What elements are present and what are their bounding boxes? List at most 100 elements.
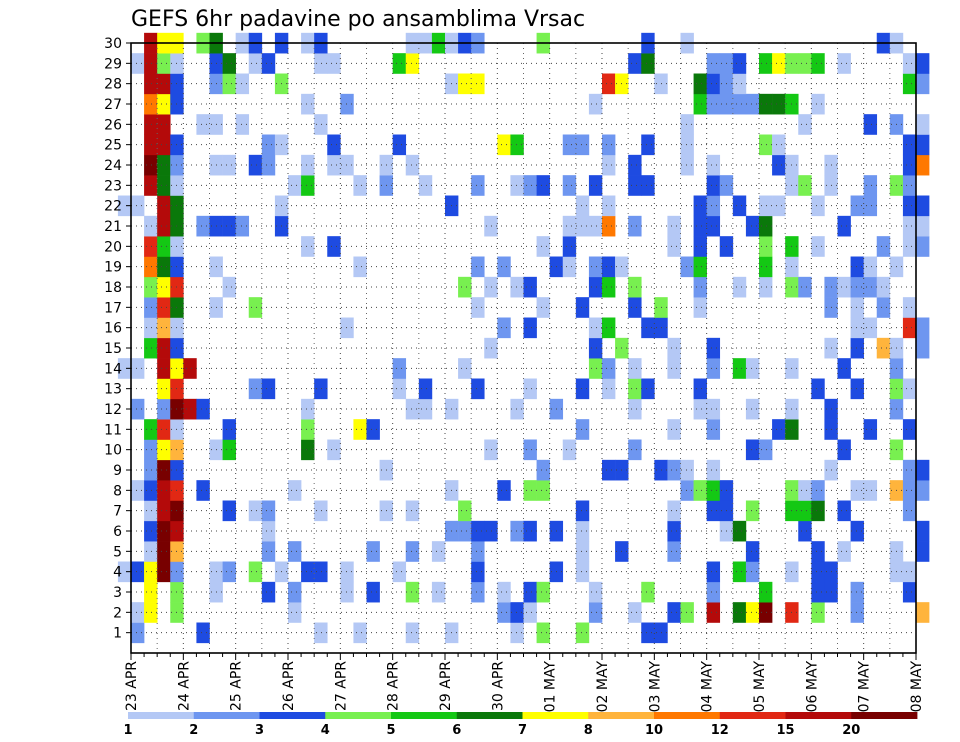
heatmap-cell bbox=[157, 480, 171, 501]
heatmap-cell bbox=[222, 276, 236, 298]
colorbar-label: 6 bbox=[452, 723, 461, 738]
heatmap-cell bbox=[144, 561, 158, 583]
heatmap-cell bbox=[523, 480, 537, 501]
heatmap-cell bbox=[602, 256, 616, 278]
heatmap-cell bbox=[902, 154, 917, 176]
heatmap-cell bbox=[916, 337, 930, 359]
heatmap-cell bbox=[431, 541, 446, 562]
heatmap-cell bbox=[693, 378, 707, 400]
heatmap-cell bbox=[261, 520, 276, 542]
heatmap-cell bbox=[680, 602, 694, 623]
heatmap-cell bbox=[405, 398, 420, 420]
heatmap-cell bbox=[863, 276, 878, 298]
heatmap-cell bbox=[732, 93, 747, 115]
heatmap-cell bbox=[248, 154, 263, 176]
heatmap-cell bbox=[759, 276, 773, 298]
x-tick-label: 23 APR bbox=[124, 661, 140, 711]
heatmap-cell bbox=[706, 419, 721, 440]
heatmap-cell bbox=[575, 561, 590, 583]
y-tick-label: 3 bbox=[113, 585, 122, 601]
heatmap-cell bbox=[667, 215, 681, 237]
colorbar-label: 5 bbox=[386, 723, 395, 738]
heatmap-cell bbox=[850, 317, 864, 339]
heatmap-cell bbox=[759, 256, 773, 278]
heatmap-cell bbox=[902, 195, 917, 217]
heatmap-cell bbox=[850, 195, 864, 217]
heatmap-cell bbox=[772, 93, 786, 115]
heatmap-cell bbox=[144, 134, 158, 156]
heatmap-cell bbox=[288, 602, 302, 623]
heatmap-cell bbox=[144, 93, 158, 115]
heatmap-cell bbox=[392, 134, 407, 156]
heatmap-cell bbox=[902, 378, 917, 400]
heatmap-cell bbox=[314, 114, 328, 135]
x-tick-label: 06 MAY bbox=[804, 661, 820, 713]
heatmap-cell bbox=[248, 500, 263, 522]
heatmap-cell bbox=[902, 53, 917, 74]
colorbar: 1 2 3 4 5 6 7 8 10 12 15 20 bbox=[123, 712, 918, 738]
heatmap-cell bbox=[876, 297, 891, 318]
heatmap-cell bbox=[706, 581, 721, 603]
heatmap-cell bbox=[157, 215, 171, 237]
heatmap-cell bbox=[706, 500, 721, 522]
y-tick-label: 2 bbox=[113, 605, 122, 621]
heatmap-cell bbox=[772, 134, 786, 156]
x-tick-label: 26 APR bbox=[281, 661, 297, 711]
heatmap-cell bbox=[157, 175, 171, 196]
heatmap-cell bbox=[706, 358, 721, 379]
heatmap-cell bbox=[497, 134, 511, 156]
heatmap-cell bbox=[340, 581, 354, 603]
heatmap-cell bbox=[484, 520, 498, 542]
heatmap-cell bbox=[235, 215, 250, 237]
heatmap-cell bbox=[575, 297, 590, 318]
heatmap-cell bbox=[144, 114, 158, 135]
colorbar-label: 4 bbox=[321, 723, 330, 738]
heatmap-cell bbox=[144, 500, 158, 522]
colorbar-label: 15 bbox=[776, 723, 794, 738]
heatmap-cell bbox=[157, 134, 171, 156]
heatmap-cell bbox=[144, 439, 158, 461]
heatmap-cell bbox=[706, 337, 721, 359]
heatmap-cell bbox=[759, 215, 773, 237]
x-tick-label: 03 MAY bbox=[647, 661, 663, 713]
heatmap-cell bbox=[523, 378, 537, 400]
heatmap-cell bbox=[235, 73, 250, 95]
heatmap-cell bbox=[588, 175, 603, 196]
heatmap-cell bbox=[916, 154, 930, 176]
heatmap-cell bbox=[798, 520, 812, 542]
colorbar-label: 10 bbox=[645, 723, 663, 738]
heatmap-cell bbox=[628, 297, 642, 318]
heatmap-cell bbox=[536, 459, 550, 481]
y-axis: 1234567891011121314151617181920212223242… bbox=[104, 36, 131, 642]
heatmap-cell bbox=[759, 53, 773, 74]
heatmap-cell bbox=[680, 256, 694, 278]
heatmap-cell bbox=[680, 114, 694, 135]
heatmap-cell bbox=[327, 236, 341, 257]
heatmap-cell bbox=[157, 358, 171, 379]
colorbar-swatch bbox=[193, 712, 260, 719]
y-tick-label: 15 bbox=[104, 341, 122, 357]
heatmap-cell bbox=[916, 114, 930, 135]
heatmap-cell bbox=[628, 398, 642, 420]
heatmap-cell bbox=[144, 317, 158, 339]
x-tick-label: 05 MAY bbox=[752, 661, 768, 713]
heatmap-cell bbox=[157, 439, 171, 461]
heatmap-cell bbox=[798, 53, 812, 74]
heatmap-cell bbox=[131, 561, 145, 583]
heatmap-cell bbox=[301, 561, 315, 583]
heatmap-cell bbox=[745, 215, 760, 237]
heatmap-cell bbox=[693, 398, 707, 420]
y-tick-label: 27 bbox=[104, 97, 122, 113]
heatmap-cell bbox=[510, 134, 524, 156]
heatmap-cell bbox=[759, 195, 773, 217]
heatmap-cell bbox=[536, 236, 550, 257]
heatmap-cell bbox=[850, 276, 864, 298]
heatmap-cell bbox=[144, 154, 158, 176]
heatmap-cell bbox=[261, 53, 276, 74]
heatmap-cell bbox=[811, 581, 825, 603]
heatmap-cells bbox=[117, 32, 930, 644]
heatmap-cell bbox=[876, 337, 891, 359]
heatmap-cell bbox=[811, 378, 825, 400]
colorbar-swatch bbox=[128, 712, 195, 719]
heatmap-cell bbox=[588, 317, 603, 339]
